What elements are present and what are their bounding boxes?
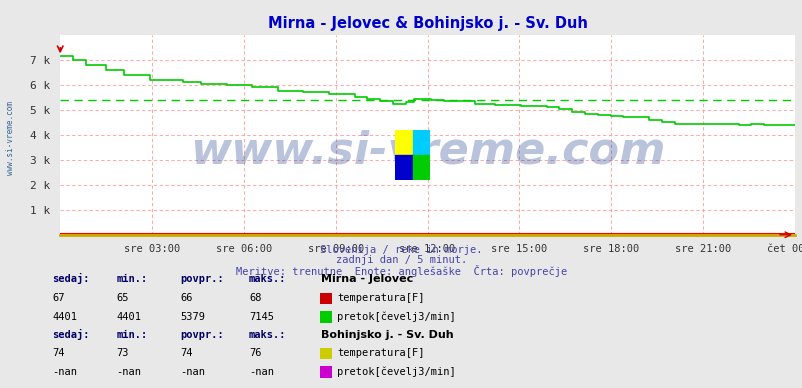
Text: www.si-vreme.com: www.si-vreme.com xyxy=(6,101,15,175)
Text: pretok[čevelj3/min]: pretok[čevelj3/min] xyxy=(337,366,456,377)
Text: zadnji dan / 5 minut.: zadnji dan / 5 minut. xyxy=(335,255,467,265)
Bar xyxy=(412,155,430,180)
Text: 5379: 5379 xyxy=(180,312,205,322)
Text: 76: 76 xyxy=(249,348,261,358)
Text: sedaj:: sedaj: xyxy=(52,274,90,284)
Text: povpr.:: povpr.: xyxy=(180,329,224,340)
Bar xyxy=(412,130,430,155)
Bar xyxy=(395,155,412,180)
Text: 4401: 4401 xyxy=(116,312,141,322)
Text: temperatura[F]: temperatura[F] xyxy=(337,348,424,358)
Bar xyxy=(395,130,412,155)
Text: min.:: min.: xyxy=(116,329,148,340)
Text: maks.:: maks.: xyxy=(249,274,286,284)
Text: www.si-vreme.com: www.si-vreme.com xyxy=(189,129,665,172)
Text: -nan: -nan xyxy=(180,367,205,377)
Text: -nan: -nan xyxy=(52,367,77,377)
Text: 74: 74 xyxy=(180,348,193,358)
Text: maks.:: maks.: xyxy=(249,329,286,340)
Text: 73: 73 xyxy=(116,348,129,358)
Text: 74: 74 xyxy=(52,348,65,358)
Text: 65: 65 xyxy=(116,293,129,303)
Text: 7145: 7145 xyxy=(249,312,273,322)
Text: min.:: min.: xyxy=(116,274,148,284)
Text: Mirna - Jelovec: Mirna - Jelovec xyxy=(321,274,413,284)
Text: Meritve: trenutne  Enote: anglešaške  Črta: povprečje: Meritve: trenutne Enote: anglešaške Črta… xyxy=(236,265,566,277)
Text: Bohinjsko j. - Sv. Duh: Bohinjsko j. - Sv. Duh xyxy=(321,329,453,340)
Text: temperatura[F]: temperatura[F] xyxy=(337,293,424,303)
Text: Slovenija / reke in morje.: Slovenija / reke in morje. xyxy=(320,245,482,255)
Text: 4401: 4401 xyxy=(52,312,77,322)
Text: pretok[čevelj3/min]: pretok[čevelj3/min] xyxy=(337,311,456,322)
Text: povpr.:: povpr.: xyxy=(180,274,224,284)
Text: -nan: -nan xyxy=(249,367,273,377)
Text: 68: 68 xyxy=(249,293,261,303)
Title: Mirna - Jelovec & Bohinjsko j. - Sv. Duh: Mirna - Jelovec & Bohinjsko j. - Sv. Duh xyxy=(267,16,587,31)
Text: -nan: -nan xyxy=(116,367,141,377)
Text: sedaj:: sedaj: xyxy=(52,329,90,340)
Text: 67: 67 xyxy=(52,293,65,303)
Text: 66: 66 xyxy=(180,293,193,303)
